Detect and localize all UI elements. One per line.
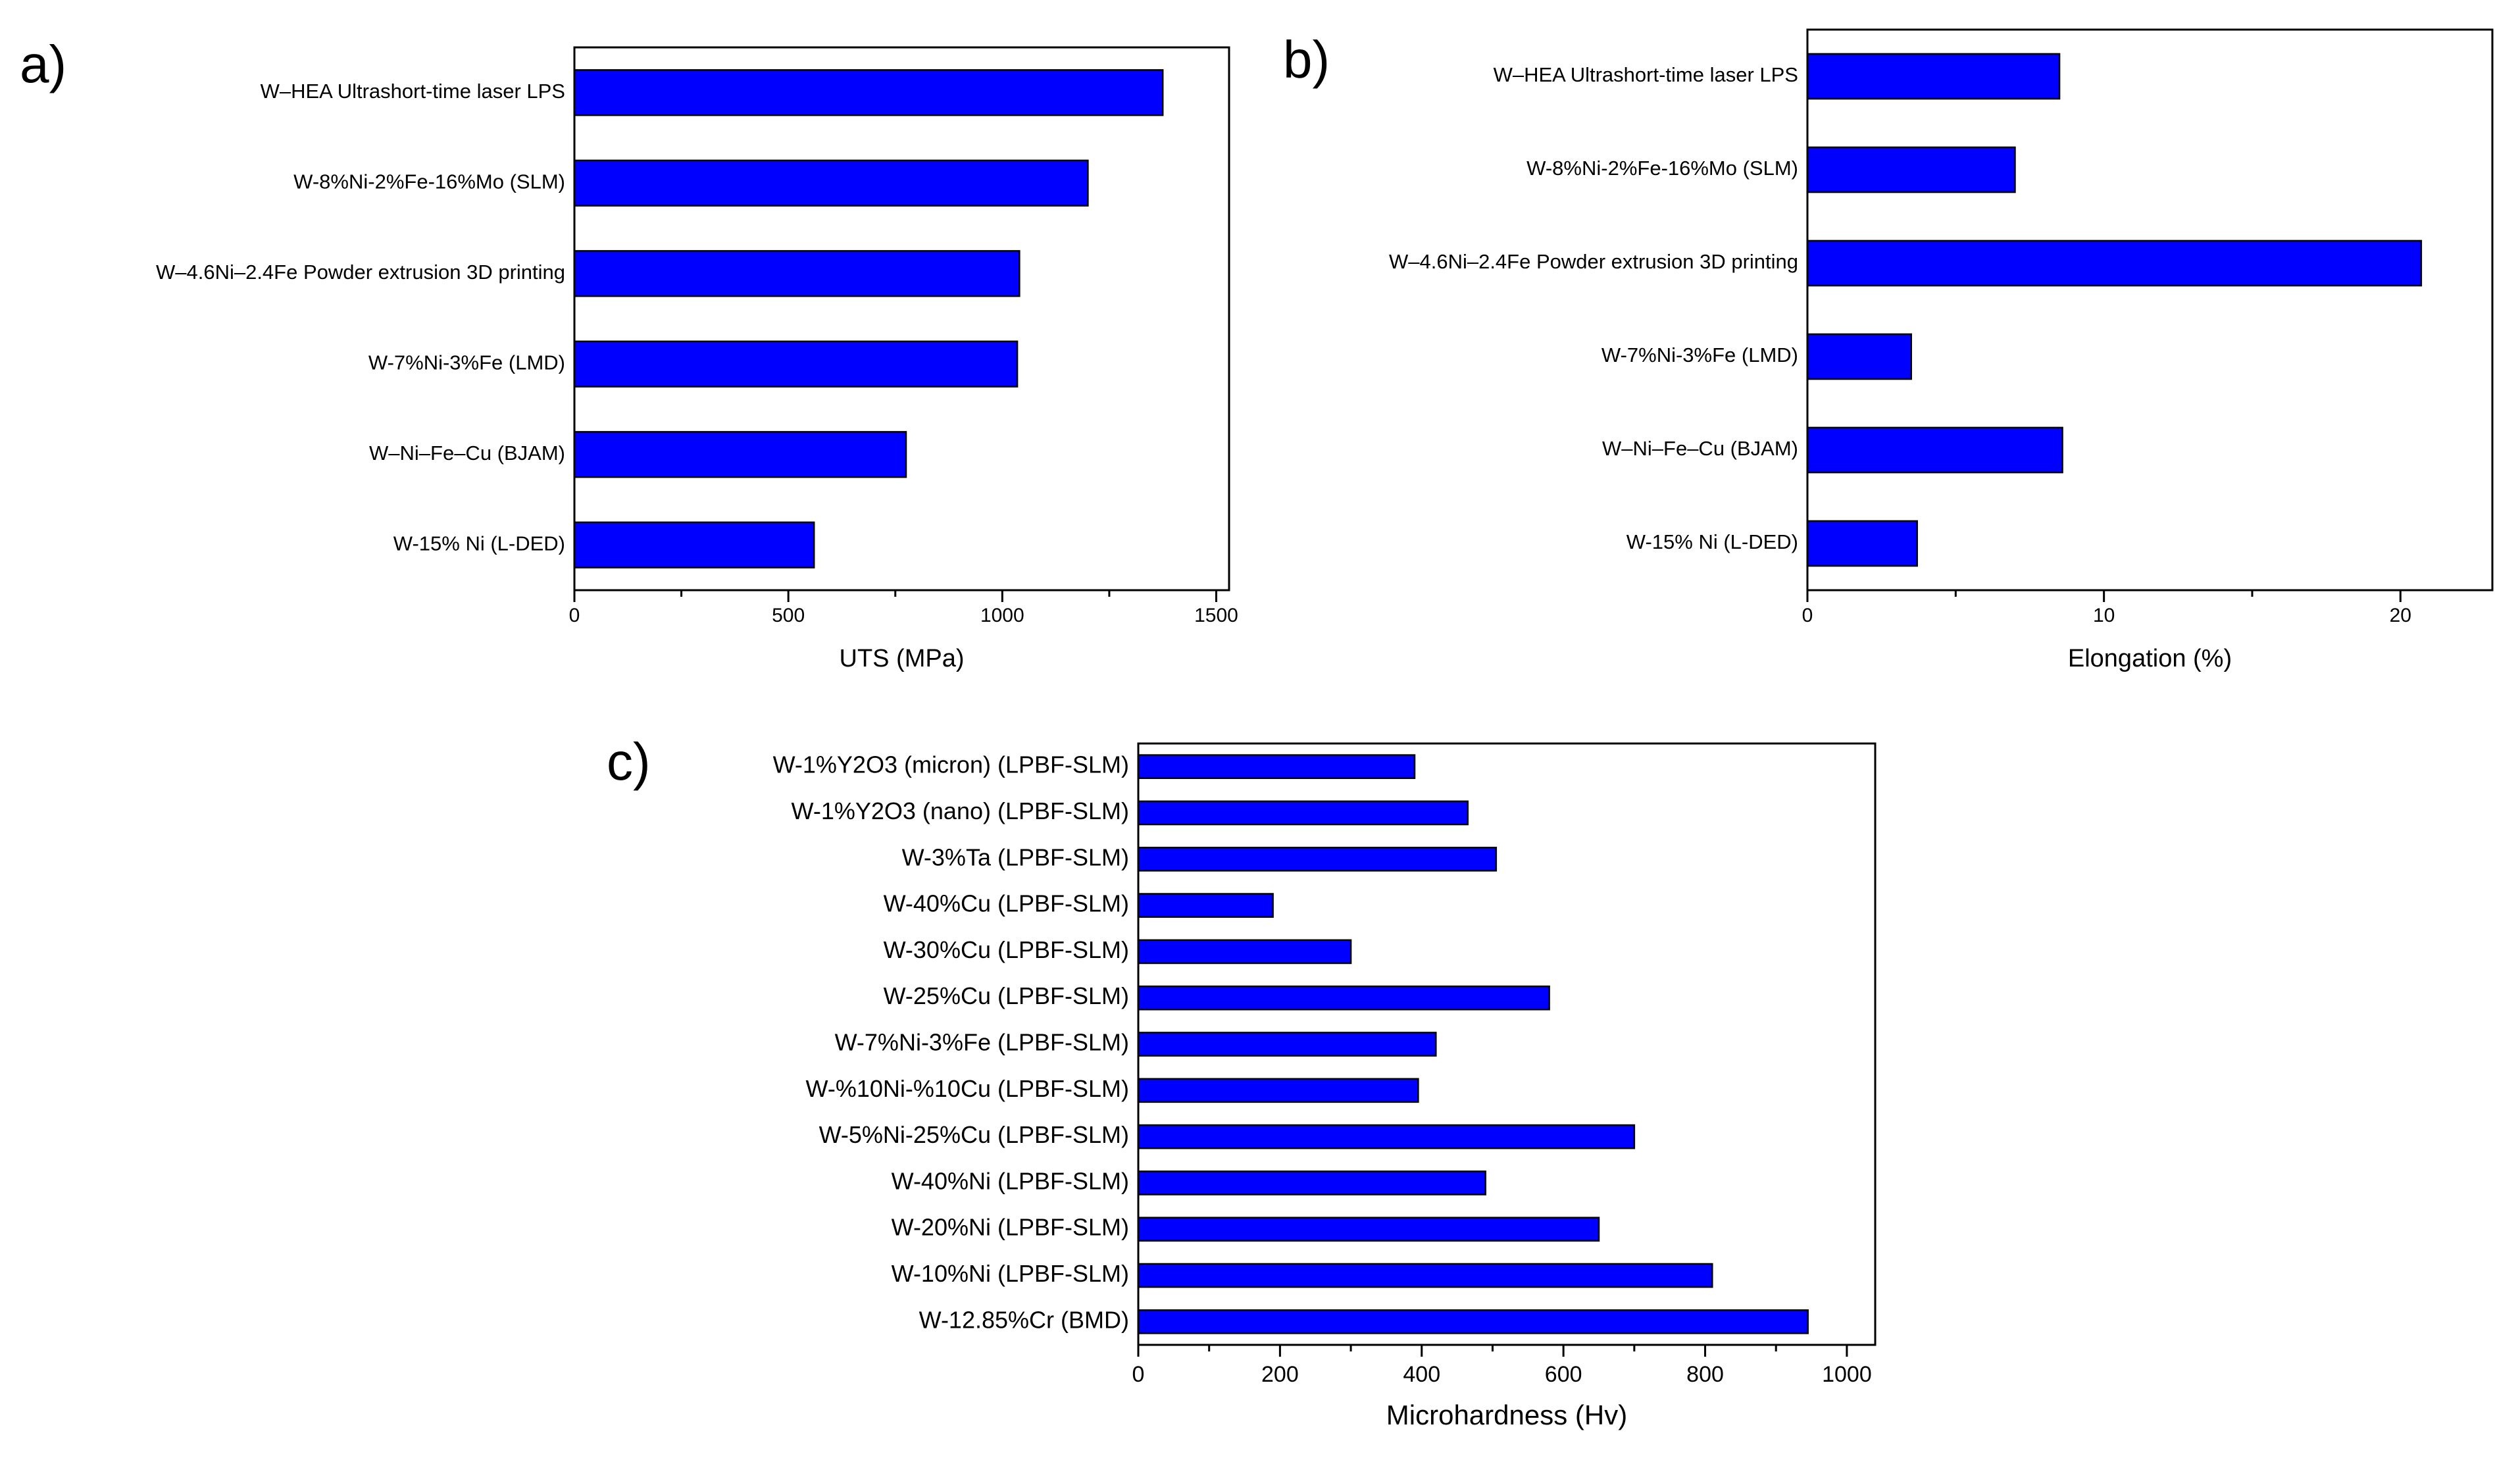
bar: [1137, 1032, 1437, 1057]
bar: [1137, 1078, 1419, 1103]
plot-frame: [1137, 742, 1877, 1346]
category-label: W–4.6Ni–2.4Fe Powder extrusion 3D printi…: [1389, 250, 1798, 273]
x-tick-label: 0: [1802, 605, 1813, 626]
x-axis-title: Microhardness (Hv): [1386, 1399, 1627, 1430]
x-tick-label: 1000: [980, 605, 1024, 626]
category-label: W–HEA Ultrashort-time laser LPS: [1494, 63, 1798, 86]
bar: [1806, 426, 2063, 474]
bar: [1137, 1124, 1636, 1149]
x-axis-title: Elongation (%): [2068, 645, 2232, 672]
bar: [1137, 754, 1416, 779]
category-label: W-20%Ni (LPBF-SLM): [892, 1214, 1129, 1241]
bar: [573, 159, 1089, 207]
panel-a-uts-chart: a) W–HEA Ultrashort-time laser LPS W-8%Ni-…: [20, 35, 1238, 672]
panel-letter: b): [1283, 30, 1330, 89]
x-tick-label: 20: [2390, 605, 2411, 626]
category-label: W-40%Ni (LPBF-SLM): [892, 1167, 1129, 1194]
plot-frame: [1806, 28, 2494, 592]
category-label: W-7%Ni-3%Fe (LMD): [368, 351, 565, 374]
bar: [1137, 1263, 1713, 1288]
category-label: W-7%Ni-3%Fe (LMD): [1601, 343, 1798, 366]
panel-c-microhardness-chart: c) W-1%Y2O3 (micron) (LPBF-SLM) W-1%Y2O3 (…: [607, 732, 1877, 1430]
bar: [573, 69, 1164, 116]
category-label: W-%10Ni-%10Cu (LPBF-SLM): [806, 1075, 1129, 1102]
category-label: W–Ni–Fe–Cu (BJAM): [1602, 437, 1798, 460]
category-label: W-8%Ni-2%Fe-16%Mo (SLM): [1526, 157, 1798, 180]
bar: [1137, 1217, 1600, 1242]
plot-frame: [573, 46, 1230, 592]
bar: [573, 340, 1019, 388]
category-label: W-40%Cu (LPBF-SLM): [884, 890, 1129, 917]
category-label: W-12.85%Cr (BMD): [919, 1306, 1129, 1333]
bar: [1137, 939, 1352, 965]
category-label: W-7%Ni-3%Fe (LPBF-SLM): [835, 1029, 1129, 1056]
panel-b-elongation-chart: b) W–HEA Ultrashort-time laser LPS W-8%Ni-…: [1283, 28, 2494, 672]
panel-letter: c): [607, 732, 651, 791]
panel-letter: a): [20, 35, 66, 93]
bar: [573, 521, 815, 568]
bar: [1137, 1309, 1809, 1334]
bar: [1806, 239, 2423, 287]
x-tick-label: 1000: [1822, 1362, 1872, 1387]
category-label: W-8%Ni-2%Fe-16%Mo (SLM): [293, 170, 565, 193]
bar: [1806, 53, 2061, 100]
category-label: W-15% Ni (L-DED): [393, 532, 565, 555]
category-label: W-5%Ni-25%Cu (LPBF-SLM): [819, 1121, 1129, 1148]
x-tick-label: 10: [2093, 605, 2115, 626]
bar: [1137, 846, 1498, 872]
bar: [573, 250, 1021, 297]
category-label: W-10%Ni (LPBF-SLM): [892, 1260, 1129, 1287]
category-label: W-25%Cu (LPBF-SLM): [884, 982, 1129, 1009]
category-label: W–Ni–Fe–Cu (BJAM): [369, 441, 565, 465]
category-label: W-30%Cu (LPBF-SLM): [884, 936, 1129, 963]
bar: [1806, 146, 2016, 193]
bar: [1806, 520, 1918, 567]
x-tick-label: 0: [569, 605, 580, 626]
x-axis-title: UTS (MPa): [840, 645, 965, 672]
category-label: W–HEA Ultrashort-time laser LPS: [261, 80, 565, 103]
bar: [1137, 893, 1274, 918]
category-label: W-15% Ni (L-DED): [1626, 530, 1798, 553]
x-tick-label: 500: [772, 605, 805, 626]
bar: [1806, 333, 1912, 380]
x-tick-label: 0: [1132, 1362, 1145, 1387]
category-label: W-1%Y2O3 (nano) (LPBF-SLM): [792, 797, 1130, 824]
bar: [573, 431, 907, 478]
bar: [1137, 985, 1550, 1011]
x-tick-label: 1500: [1194, 605, 1238, 626]
category-label: W-1%Y2O3 (micron) (LPBF-SLM): [773, 751, 1129, 778]
x-tick-label: 600: [1545, 1362, 1582, 1387]
bar: [1137, 800, 1469, 826]
category-label: W-3%Ta (LPBF-SLM): [902, 843, 1129, 870]
x-tick-label: 400: [1403, 1362, 1440, 1387]
x-tick-label: 800: [1686, 1362, 1724, 1387]
category-label: W–4.6Ni–2.4Fe Powder extrusion 3D printi…: [156, 261, 565, 284]
x-tick-label: 200: [1261, 1362, 1299, 1387]
bar: [1137, 1171, 1486, 1196]
